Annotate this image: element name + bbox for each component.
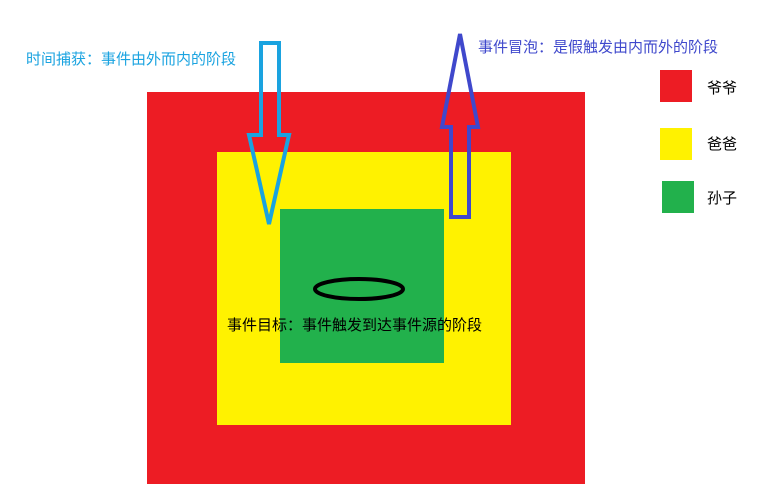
- legend-label-father: 爸爸: [707, 135, 738, 153]
- bubble-arrow: [439, 33, 481, 219]
- legend-swatch-father: [660, 128, 692, 160]
- target-ring: [313, 277, 405, 301]
- legend-swatch-grandpa: [660, 70, 692, 102]
- capture-label: 时间捕获：事件由外而内的阶段: [26, 50, 237, 68]
- legend-label-grandson: 孙子: [707, 189, 738, 207]
- bubble-label: 事件冒泡：是假触发由内而外的阶段: [478, 38, 719, 56]
- legend-swatch-grandson: [662, 181, 694, 213]
- target-label: 事件目标：事件触发到达事件源的阶段: [227, 316, 483, 334]
- grandson-box: [280, 209, 444, 363]
- capture-arrow: [246, 41, 292, 225]
- legend-label-grandpa: 爷爷: [707, 79, 738, 97]
